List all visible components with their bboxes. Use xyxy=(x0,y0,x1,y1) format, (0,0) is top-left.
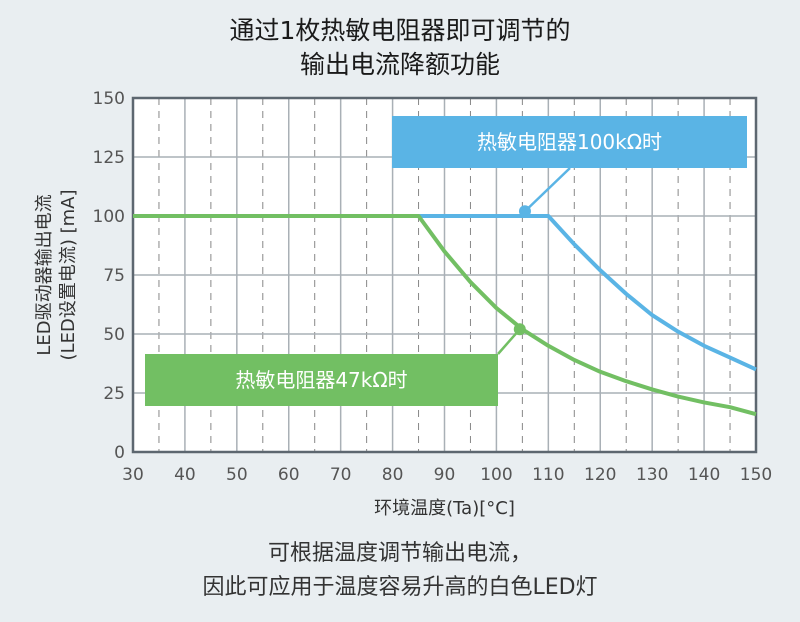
title-line-1: 通过1枚热敏电阻器即可调节的 xyxy=(229,16,571,45)
chart-caption: 可根据温度调节输出电流， 因此可应用于温度容易升高的白色LED灯 xyxy=(0,537,800,605)
x-tick-label: 30 xyxy=(122,465,144,485)
callout-label: 热敏电阻器100kΩ时 xyxy=(477,130,662,154)
y-axis-label-line: LED驱动器输出电流 xyxy=(34,194,55,355)
x-tick-label: 120 xyxy=(584,465,616,485)
callout-box xyxy=(392,116,747,168)
callout-dot xyxy=(513,323,526,336)
x-axis-label: 环境温度(Ta)[°C] xyxy=(374,498,515,519)
x-tick-label: 100 xyxy=(480,465,512,485)
plot-frame xyxy=(131,96,758,454)
y-tick-label: 75 xyxy=(103,266,125,286)
x-tick-label: 50 xyxy=(226,465,248,485)
x-tick-label: 40 xyxy=(174,465,196,485)
caption-line-1: 可根据温度调节输出电流， xyxy=(267,541,532,566)
y-tick-label: 150 xyxy=(93,89,125,109)
x-tick-label: 80 xyxy=(382,465,404,485)
y-tick-label: 25 xyxy=(103,384,125,404)
y-tick-label: 125 xyxy=(93,148,125,168)
series-line-100k xyxy=(418,214,757,372)
x-tick-label: 70 xyxy=(330,465,352,485)
series-line-47k xyxy=(133,214,757,417)
callout-leader xyxy=(524,167,571,213)
callout-dot xyxy=(518,205,531,218)
x-tick-label: 130 xyxy=(636,465,668,485)
caption-line-2: 因此可应用于温度容易升高的白色LED灯 xyxy=(202,575,598,600)
x-tick-label: 60 xyxy=(278,465,300,485)
chart-title: 通过1枚热敏电阻器即可调节的 输出电流降额功能 xyxy=(0,14,800,82)
y-axis-label-line: (LED设置电流) [mA] xyxy=(58,190,79,361)
callout-box xyxy=(145,354,498,406)
x-tick-label: 110 xyxy=(532,465,564,485)
y-tick-label: 0 xyxy=(114,443,125,463)
x-tick-label: 140 xyxy=(688,465,720,485)
x-tick-label: 90 xyxy=(434,465,456,485)
title-line-2: 输出电流降额功能 xyxy=(299,50,500,79)
y-tick-label: 100 xyxy=(93,207,125,227)
y-tick-label: 50 xyxy=(103,325,125,345)
callout-label: 热敏电阻器47kΩ时 xyxy=(235,368,407,392)
y-axis-label: LED驱动器输出电流 (LED设置电流) [mA] xyxy=(34,190,79,361)
x-tick-label: 150 xyxy=(740,465,772,485)
